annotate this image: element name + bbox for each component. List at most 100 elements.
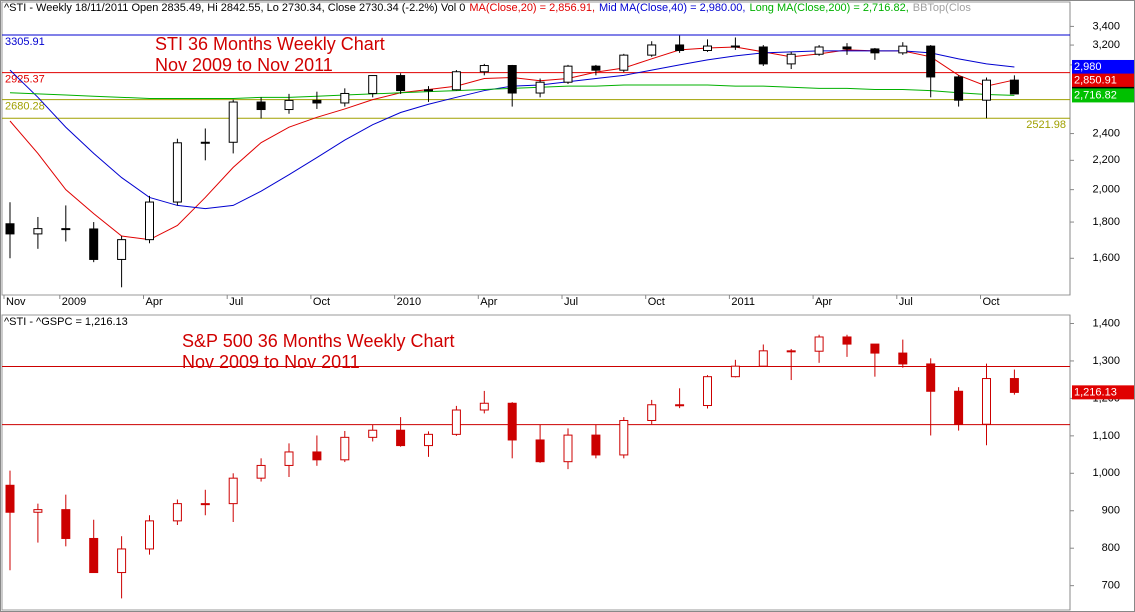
x-tick-label: Oct (313, 296, 330, 308)
candle-body (117, 239, 127, 260)
candle-body (340, 92, 350, 104)
candle-body (424, 89, 433, 92)
candle-body (200, 141, 210, 144)
candle-body (284, 451, 294, 466)
y-tick-label: 1,100 (1092, 430, 1120, 442)
header-part: BBTop(Clos (913, 2, 972, 14)
y-tick-label: 2,400 (1092, 127, 1120, 139)
x-tick-label: Jul (899, 296, 913, 308)
value-badge-label: 2,716.82 (1074, 89, 1117, 101)
candle-body (758, 46, 768, 65)
candle-body (396, 429, 406, 447)
header-part: ^STI - Weekly 18/11/2011 Open 2835.49, H… (4, 2, 465, 14)
level-label: 3305.91 (5, 36, 45, 48)
x-tick-label: Jul (229, 296, 243, 308)
candle-body (1009, 79, 1019, 95)
value-badge-label: 2,850.91 (1074, 75, 1117, 87)
candle-body (898, 45, 908, 54)
y-tick-label: 1,600 (1092, 252, 1120, 264)
candle-body (145, 201, 154, 241)
candle-body (814, 336, 824, 352)
value-badge-label: 2,980 (1074, 61, 1102, 73)
candle-body (1009, 378, 1019, 393)
candle-body (5, 223, 15, 235)
candle-body (256, 464, 266, 479)
y-tick-label: 1,800 (1092, 216, 1120, 228)
chart-subtitle: Nov 2009 to Nov 2011 (182, 352, 360, 372)
y-tick-label: 3,400 (1092, 20, 1120, 32)
candle-body (703, 45, 712, 51)
candle-body (200, 503, 210, 506)
candle-body (5, 484, 15, 513)
candle-body (479, 402, 489, 411)
value-badge (1072, 59, 1134, 74)
candle-body (619, 54, 629, 71)
candle-body (786, 350, 796, 353)
header-part: MA(Close,20) = 2,856.91, (469, 2, 595, 14)
candle-body (396, 75, 406, 92)
value-badge (1072, 88, 1134, 103)
value-badge (1072, 385, 1134, 400)
x-tick-label: 2010 (397, 296, 421, 308)
candle-body (368, 429, 378, 438)
y-tick-label: 1,000 (1092, 467, 1120, 479)
header-part: Mid MA(Close,40) = 2,980.00, (599, 2, 745, 14)
candle-body (228, 477, 238, 505)
x-tick-label: Apr (815, 296, 832, 308)
candle-body (898, 352, 908, 365)
candle-body (312, 99, 322, 104)
candle-body (172, 142, 182, 203)
candle-body (675, 404, 685, 407)
candle-body (591, 434, 601, 456)
candle-body (507, 65, 517, 94)
candle-body (284, 99, 294, 111)
x-tick-label: Oct (648, 296, 665, 308)
candle-body (758, 350, 768, 367)
candle-body (145, 520, 154, 550)
candle-body (33, 228, 43, 235)
candle-body (954, 390, 964, 425)
x-tick-label: Jul (564, 296, 578, 308)
y-tick-label: 900 (1102, 505, 1120, 517)
candle-body (730, 45, 740, 48)
chart-subtitle: Nov 2009 to Nov 2011 (155, 55, 333, 75)
candle-body (507, 402, 517, 441)
candle-body (926, 363, 936, 392)
candle-body (89, 537, 99, 574)
candle-body (33, 509, 43, 513)
header: ^STI - Weekly 18/11/2011 Open 2835.49, H… (4, 2, 971, 14)
y-tick-label: 800 (1102, 542, 1120, 554)
candle-body (535, 439, 545, 463)
chart-title: STI 36 Months Weekly Chart (155, 34, 385, 54)
x-tick-label: 2011 (731, 296, 755, 308)
candle-body (451, 409, 461, 435)
level-label: 2925.37 (5, 74, 45, 86)
candle-body (926, 45, 936, 78)
candle-body (675, 44, 685, 51)
candle-body (117, 548, 127, 574)
candle-body (870, 48, 880, 54)
candle-body (479, 65, 489, 73)
candle-body (256, 101, 266, 111)
value-badge (1072, 73, 1134, 88)
x-tick-label: Nov (6, 296, 26, 308)
candle-body (786, 53, 796, 65)
candle-body (647, 404, 657, 421)
candle-body (89, 228, 99, 260)
y-tick-label: 1,400 (1092, 317, 1120, 329)
candle-body (703, 376, 712, 407)
candle-body (619, 419, 629, 456)
candle-body (982, 79, 991, 101)
candle-body (982, 378, 991, 425)
y-tick-label: 2,200 (1092, 154, 1120, 166)
value-badge-label: 1,216.13 (1074, 386, 1117, 398)
candle-body (563, 434, 573, 463)
candle-body (870, 343, 880, 354)
level-label: 2521.98 (1026, 119, 1066, 131)
candle-body (535, 81, 545, 94)
x-tick-label: Oct (983, 296, 1000, 308)
y-tick-label: 3,200 (1092, 39, 1120, 51)
candle-body (842, 336, 852, 345)
